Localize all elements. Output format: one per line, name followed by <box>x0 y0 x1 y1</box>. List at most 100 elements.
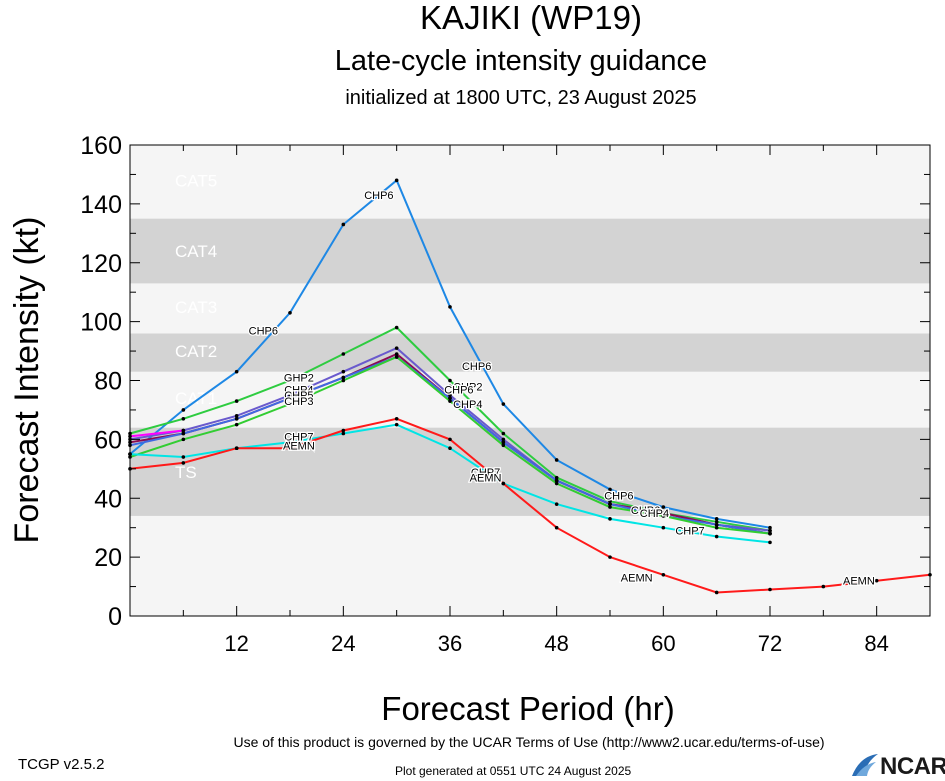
data-point-ghp1 <box>341 378 346 383</box>
data-point-ghp1 <box>288 402 292 406</box>
intensity-bands: TS CAT1 CAT2 CAT3 CAT4 CAT5 <box>130 145 930 616</box>
data-point-chp4 <box>448 393 452 398</box>
data-point-chp3 <box>448 396 452 400</box>
data-point-ghp2 <box>394 325 399 330</box>
data-point-aemn <box>874 578 879 583</box>
data-point-ghp1 <box>661 514 666 518</box>
data-point-ghp1 <box>234 422 239 427</box>
data-point-chp6 <box>448 305 452 309</box>
series-line-aemn <box>129 417 931 594</box>
data-point-chp7 <box>554 502 559 506</box>
data-point-aemn <box>341 428 346 433</box>
series-label-aemn: AEMN <box>470 473 502 485</box>
data-point-chp3 <box>554 478 559 483</box>
data-point-chp7 <box>394 422 399 427</box>
data-point-chp7 <box>661 525 666 530</box>
data-point-aemn <box>234 446 239 451</box>
y-tick-label: 100 <box>80 309 122 337</box>
data-point-ghp1 <box>501 443 506 448</box>
data-point-chp3 <box>181 431 186 436</box>
data-point-ghp1 <box>181 437 186 442</box>
data-point-ghp2 <box>288 378 292 383</box>
data-point-aemn <box>714 590 719 595</box>
data-point-chp4 <box>501 437 506 442</box>
data-point-chp4 <box>394 346 399 350</box>
data-point-chp6 <box>394 178 399 183</box>
y-tick-label: 60 <box>94 426 122 454</box>
data-point-ghp2 <box>341 352 346 356</box>
cluster-label: CHP6 <box>631 505 660 517</box>
data-point-chp5 <box>661 511 666 515</box>
series-label-chp2: CHP2 <box>453 381 482 393</box>
data-point-chp6 <box>288 310 292 315</box>
data-point-aemn <box>768 587 772 592</box>
data-point-chp4 <box>288 393 292 398</box>
x-tick-label: 12 <box>224 631 248 656</box>
x-tick-label: 60 <box>651 631 675 656</box>
y-tick-label: 40 <box>94 485 122 513</box>
data-point-ghp1 <box>448 399 452 403</box>
series-line-chp1 <box>129 429 184 438</box>
y-tick-label: 120 <box>80 250 122 278</box>
data-point-chp4 <box>768 528 772 533</box>
data-point-chp2 <box>448 384 452 389</box>
data-point-chp5 <box>394 352 399 356</box>
ncar-logo-text: NCAR <box>880 753 945 780</box>
data-point-chp7 <box>714 534 719 539</box>
series-label-chp7: CHP7 <box>471 467 500 479</box>
y-tick-label: 140 <box>80 191 122 219</box>
x-tick-label: 36 <box>438 631 462 656</box>
band-cat5 <box>130 145 930 219</box>
data-point-aemn <box>181 461 186 465</box>
data-point-ghp2 <box>501 431 506 436</box>
data-point-chp6 <box>608 487 612 492</box>
data-point-chp7 <box>448 446 452 451</box>
chart-titles: KAJIKI (WP19) Late-cycle intensity guida… <box>335 0 707 109</box>
data-point-aemn <box>501 481 506 486</box>
data-point-chp6 <box>554 458 559 462</box>
data-point-chp3 <box>714 522 719 527</box>
series-label-chp6: CHP6 <box>604 490 633 502</box>
data-point-ghp2 <box>608 499 612 503</box>
data-point-chp6 <box>661 505 666 509</box>
chart-title: KAJIKI (WP19) <box>420 0 642 36</box>
data-point-chp4 <box>234 414 239 418</box>
chart-init-line: initialized at 1800 UTC, 23 August 2025 <box>345 87 696 109</box>
data-point-ghp2 <box>234 399 239 403</box>
y-tick-label: 80 <box>94 368 122 396</box>
data-point-chp7 <box>288 440 292 445</box>
band-label-cat2: CAT2 <box>175 342 217 361</box>
y-tick-label: 20 <box>94 544 122 572</box>
data-point-aemn <box>821 584 826 589</box>
series-label-aemn: AEMN <box>843 576 875 588</box>
ncar-logo-icon <box>852 754 878 776</box>
data-point-chp7 <box>181 455 186 459</box>
data-point-chp1 <box>181 428 186 433</box>
data-point-chp4 <box>341 369 346 374</box>
series-label-chp5: CHP5 <box>284 390 313 402</box>
data-point-ghp2 <box>554 475 559 480</box>
ncar-logo: NCAR <box>850 752 945 780</box>
band-cat3 <box>130 283 930 334</box>
y-axis-label: Forecast Intensity (kt) <box>8 217 46 544</box>
x-tick-label: 84 <box>864 631 888 656</box>
series-label-chp4: CHP4 <box>284 384 313 396</box>
data-point-chp6 <box>234 369 239 374</box>
y-tick-label: 160 <box>80 132 122 160</box>
data-point-ghp1 <box>608 505 612 509</box>
data-point-chp3 <box>234 416 239 421</box>
data-point-aemn <box>448 437 452 442</box>
band-label-ts: TS <box>175 463 197 482</box>
data-point-ghp1 <box>768 531 772 536</box>
data-point-chp7 <box>768 540 772 545</box>
x-tick-label: 72 <box>758 631 782 656</box>
data-point-ghp2 <box>181 416 186 421</box>
data-point-aemn <box>288 446 292 451</box>
chart-subtitle: Late-cycle intensity guidance <box>335 45 707 77</box>
cluster-label: CHP6 <box>444 384 473 396</box>
band-label-cat3: CAT3 <box>175 298 217 317</box>
series-label-chp6: CHP6 <box>249 325 278 337</box>
data-point-ghp2 <box>714 520 719 524</box>
terms-of-use-text: Use of this product is governed by the U… <box>233 734 825 750</box>
x-axis-label: Forecast Period (hr) <box>381 690 674 727</box>
